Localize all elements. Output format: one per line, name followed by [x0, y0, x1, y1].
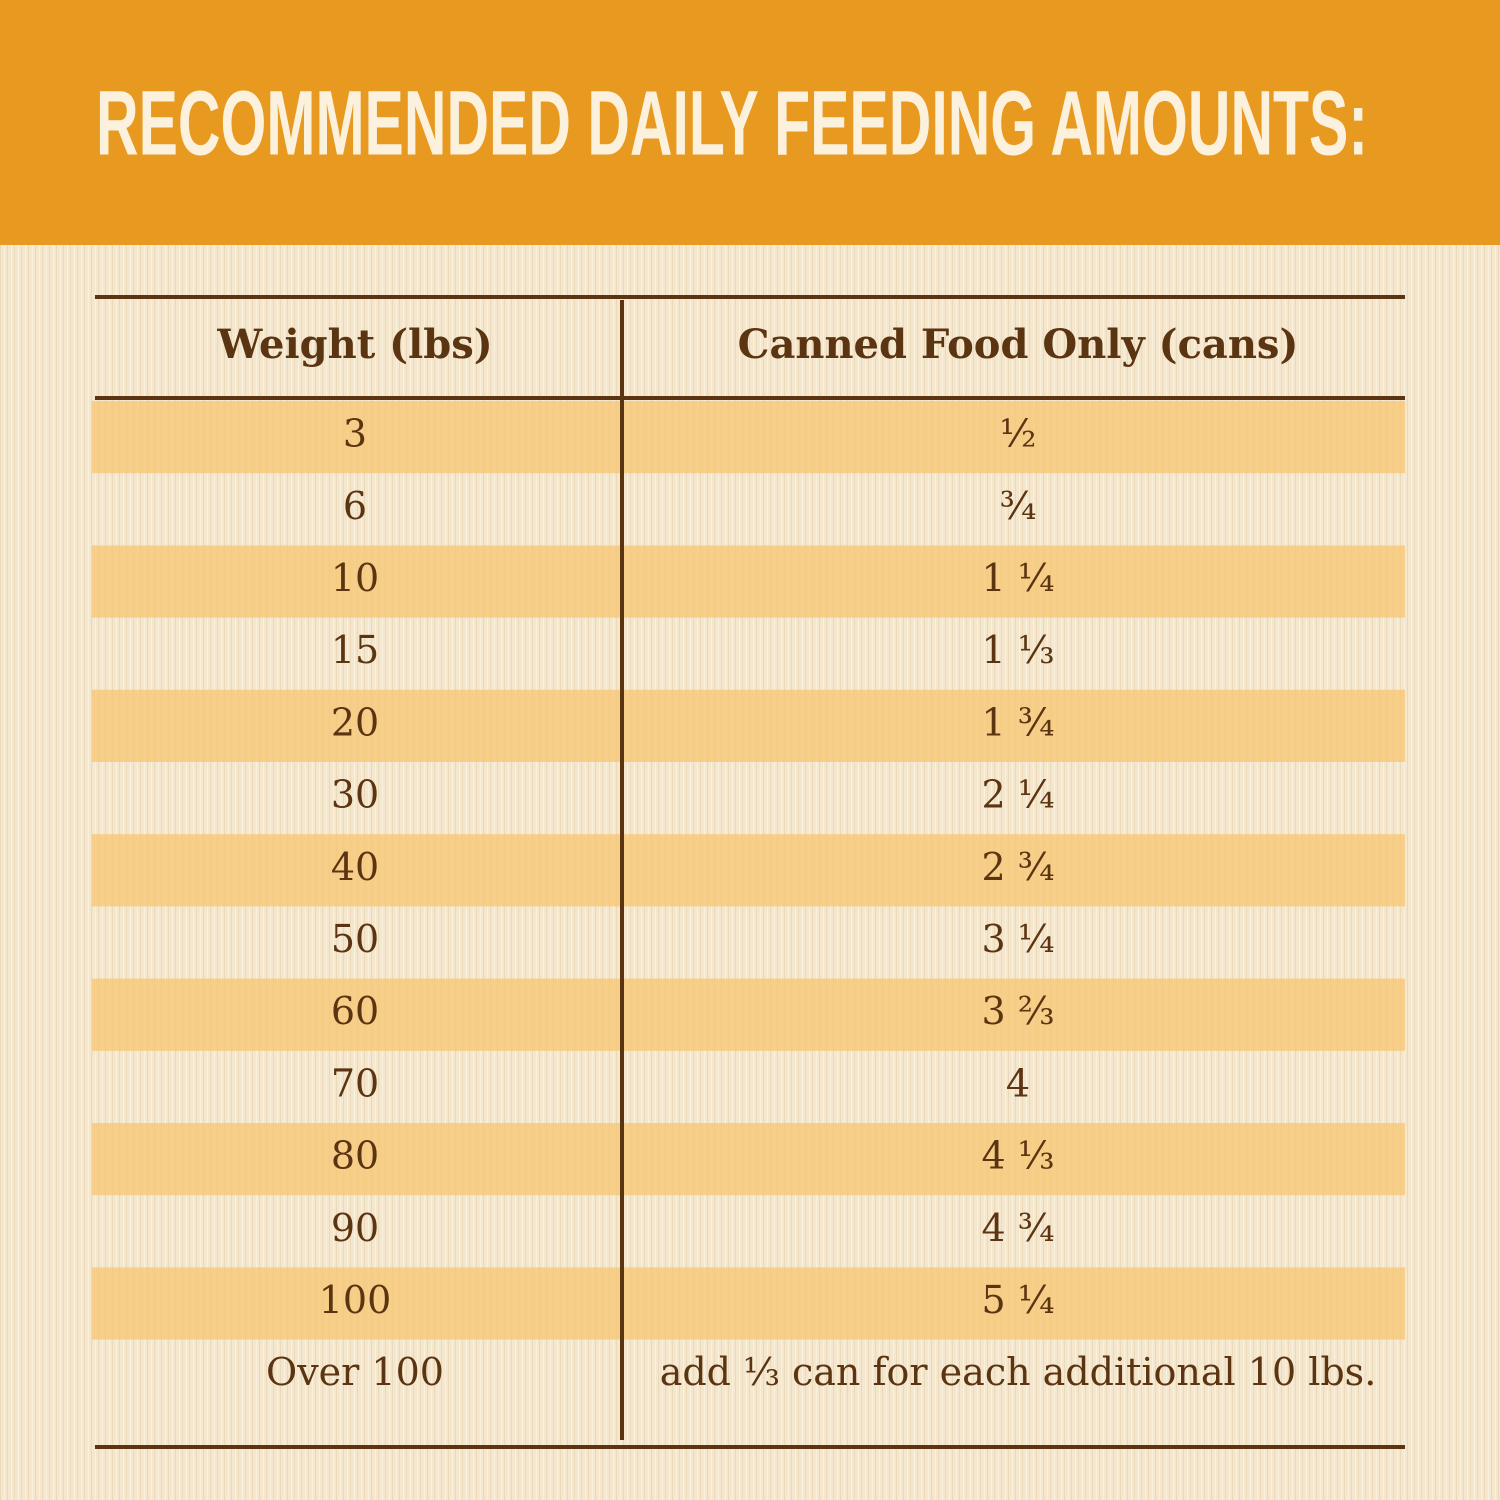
amount-cell: ½ — [1000, 412, 1037, 456]
weight-cell: 20 — [331, 700, 379, 744]
weight-cell: 90 — [331, 1206, 379, 1250]
title-banner — [0, 0, 1500, 245]
amount-cell: 2 ¼ — [981, 773, 1054, 817]
weight-cell: 30 — [331, 773, 379, 817]
weight-cell: 40 — [331, 845, 379, 889]
amount-cell: 1 ⅓ — [981, 628, 1054, 672]
table-body: 3 ½ 6 ¾ 10 1 ¼ 15 1 ⅓ 20 1 ¾ 30 2 ¼ 40 2 ¾ 50 3 ¼ 60 3 ⅔ 7… — [266, 412, 1376, 1395]
row-band — [92, 1123, 1405, 1196]
title: RECOMMENDED DAILY FEEDING AMOUNTS: — [96, 72, 1368, 174]
row-bands — [92, 401, 1405, 1340]
row-band — [92, 1267, 1405, 1340]
amount-cell: 2 ¾ — [981, 845, 1054, 889]
amount-cell: 1 ¼ — [981, 556, 1054, 600]
amount-cell: 4 — [1006, 1061, 1030, 1105]
weight-cell: 60 — [331, 989, 379, 1033]
weight-cell: 50 — [331, 917, 379, 961]
weight-cell: 15 — [331, 628, 379, 672]
amount-cell: 5 ¼ — [981, 1278, 1054, 1322]
weight-cell: 70 — [331, 1061, 379, 1105]
amount-cell: 3 ⅔ — [981, 989, 1054, 1033]
column-header: Weight (lbs) — [216, 321, 492, 368]
amount-cell: ¾ — [1000, 484, 1037, 528]
row-band — [92, 834, 1405, 907]
row-band — [92, 401, 1405, 474]
weight-cell: 100 — [319, 1278, 392, 1322]
weight-cell: Over 100 — [266, 1350, 444, 1394]
amount-cell: add ⅓ can for each additional 10 lbs. — [660, 1350, 1377, 1394]
amount-cell: 4 ¾ — [981, 1206, 1054, 1250]
weight-cell: 3 — [343, 412, 367, 456]
column-header: Canned Food Only (cans) — [738, 321, 1299, 368]
amount-cell: 1 ¾ — [981, 700, 1054, 744]
amount-cell: 4 ⅓ — [981, 1134, 1054, 1178]
amount-cell: 3 ¼ — [981, 917, 1054, 961]
row-band — [92, 689, 1405, 762]
weight-cell: 10 — [331, 556, 379, 600]
weight-cell: 6 — [343, 484, 367, 528]
row-band — [92, 545, 1405, 618]
weight-cell: 80 — [331, 1134, 379, 1178]
row-band — [92, 978, 1405, 1051]
